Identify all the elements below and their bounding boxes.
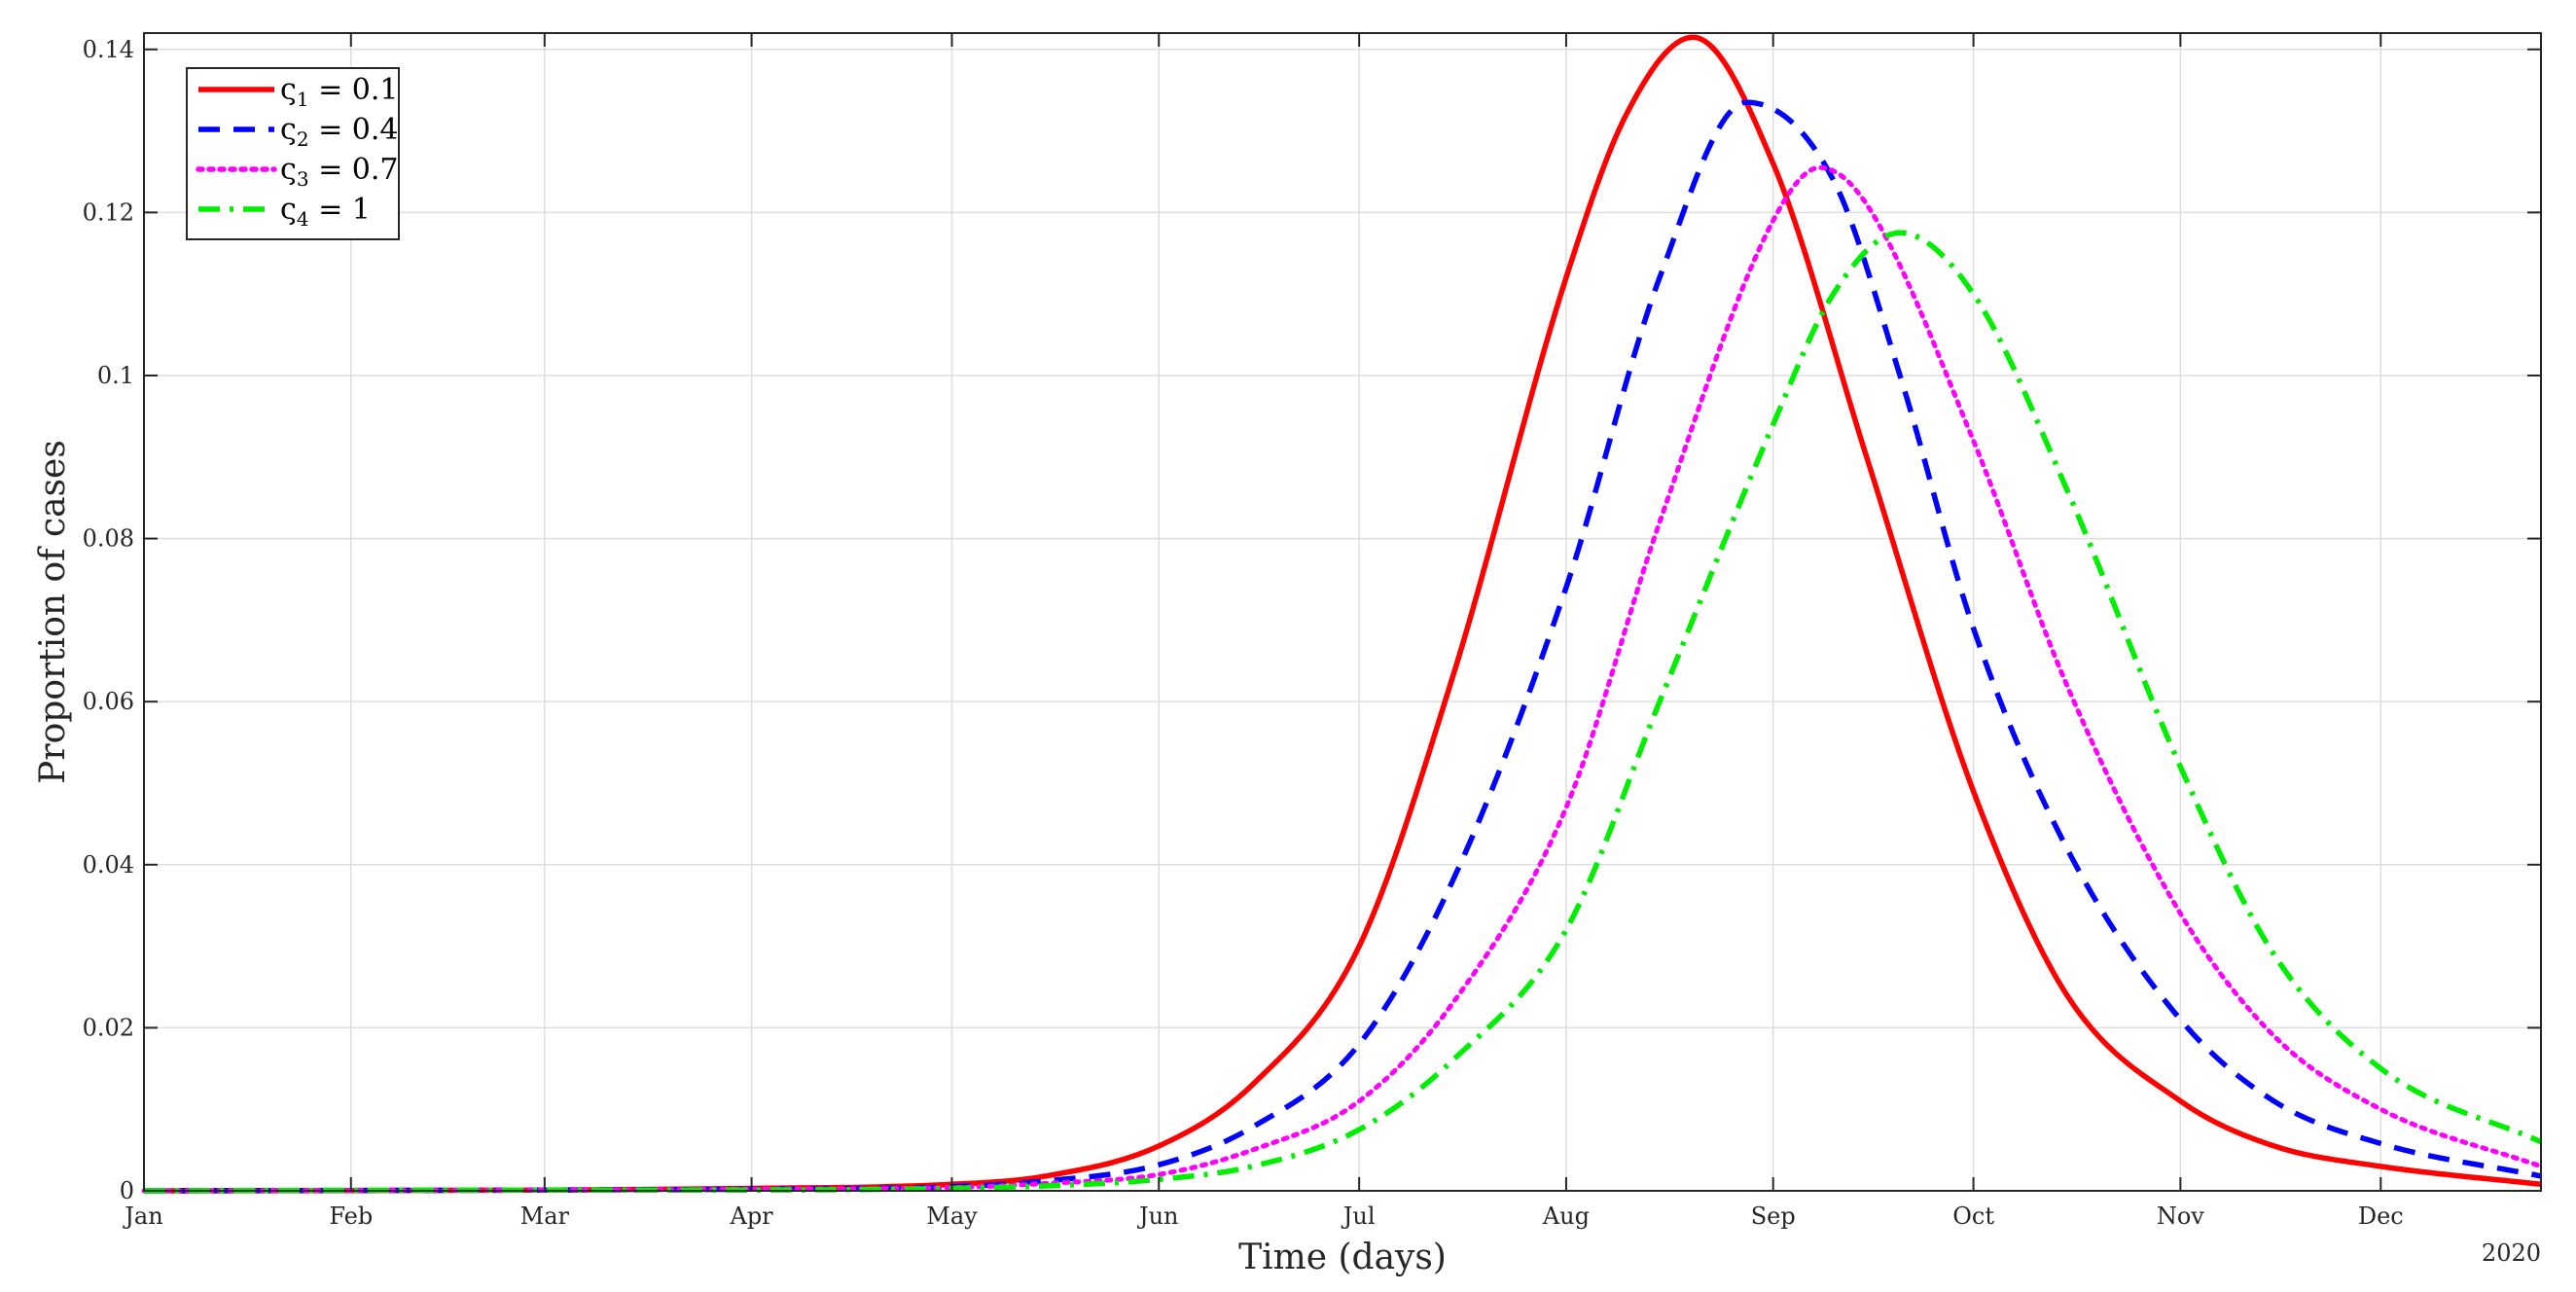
y-axis-label: Proportion of cases	[33, 440, 73, 784]
x-tick-label: Jun	[1136, 1202, 1179, 1230]
x-axis-label: Time (days)	[1238, 1238, 1447, 1277]
x-tick-label: Mar	[520, 1202, 570, 1230]
legend-entry-label: ς3 = 0.7	[280, 153, 398, 191]
y-tick-label: 0.14	[83, 36, 134, 63]
legend-entry-label: ς2 = 0.4	[280, 113, 398, 151]
series-lines	[141, 34, 2544, 1194]
x-tick-label: Nov	[2157, 1202, 2204, 1230]
x-tick-label: Jan	[122, 1202, 162, 1230]
x-tick-label: Apr	[729, 1202, 773, 1230]
legend-entry-label: ς4 = 1	[280, 193, 371, 231]
y-tick-label: 0.12	[83, 198, 134, 226]
x-tick-label: Dec	[2358, 1202, 2404, 1230]
x-axis-tick-labels: Jan Feb Mar Apr May Jun Jul Aug Sep Oct Nov Dec	[122, 1202, 2403, 1230]
x-tick-label: Sep	[1751, 1202, 1796, 1230]
series-line-3	[141, 164, 2544, 1194]
y-tick-label: 0.08	[83, 525, 134, 553]
y-tick-label: 0.1	[97, 362, 134, 389]
y-tick-label: 0.02	[83, 1014, 134, 1041]
x-tick-label: May	[926, 1202, 978, 1230]
y-tick-label: 0	[120, 1177, 134, 1204]
y-tick-label: 0.04	[83, 851, 134, 879]
legend-box	[186, 67, 400, 240]
y-tick-label: 0.06	[83, 688, 134, 715]
year-label: 2020	[2482, 1239, 2541, 1267]
x-tick-label: Oct	[1952, 1202, 1994, 1230]
legend-entry-label: ς1 = 0.1	[280, 73, 398, 111]
grid-lines	[143, 33, 2541, 1192]
x-tick-label: Jul	[1341, 1202, 1376, 1230]
series-line-4	[143, 230, 2543, 1194]
x-tick-label: Feb	[329, 1202, 373, 1230]
plot-area-frame	[143, 32, 2542, 1192]
legend: ς1 = 0.1ς2 = 0.4ς3 = 0.7ς4 = 1	[186, 67, 400, 240]
axis-ticks	[143, 33, 2541, 1192]
y-axis-tick-labels: 0 0.02 0.04 0.06 0.08 0.1 0.12 0.14	[83, 36, 134, 1204]
x-tick-label: Aug	[1542, 1202, 1590, 1230]
